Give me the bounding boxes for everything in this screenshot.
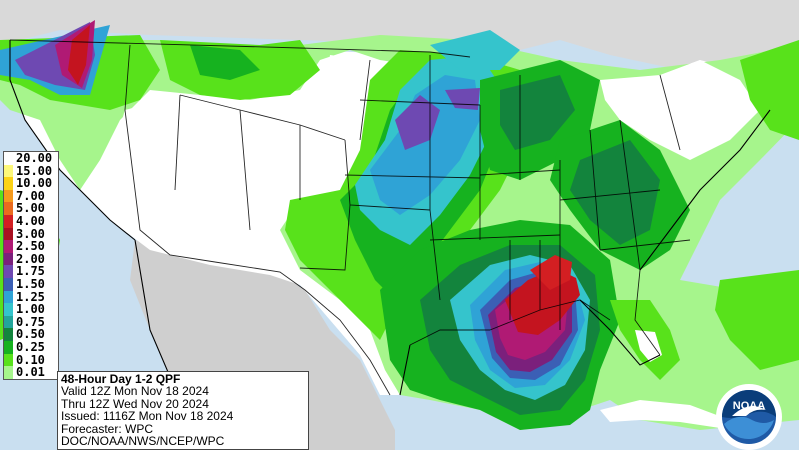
legend-row: 1.00 (4, 303, 58, 316)
legend-swatch (4, 240, 13, 253)
legend-label: 0.25 (16, 340, 45, 354)
legend-swatch (4, 353, 13, 367)
legend-row: 4.00 (4, 215, 58, 228)
legend-row: 3.00 (4, 226, 58, 241)
legend-label: 0.50 (16, 327, 45, 342)
legend-row: 0.01 (4, 366, 58, 379)
legend-swatch (4, 265, 13, 278)
legend-label: 1.75 (16, 264, 45, 279)
legend-label: 1.50 (16, 277, 45, 292)
legend-label: 10.00 (16, 176, 53, 191)
legend-label: 20.00 (16, 151, 53, 166)
dry-northeast (600, 60, 760, 160)
legend-label: 0.75 (16, 314, 45, 329)
forecast-title: 48-Hour Day 1-2 QPF (61, 372, 181, 386)
forecast-info-box: 48-Hour Day 1-2 QPF Valid 12Z Mon Nov 18… (57, 371, 309, 450)
precip-plains-purple (395, 95, 440, 150)
legend-swatch (4, 303, 13, 316)
legend-row: 2.00 (4, 251, 58, 266)
legend-label: 0.10 (16, 352, 45, 367)
florida-land (635, 330, 662, 362)
legend-row: 5.00 (4, 202, 58, 215)
cuba-land (600, 400, 730, 428)
legend-label: 7.00 (16, 188, 45, 203)
legend-swatch (4, 227, 13, 241)
legend-row: 20.00 (4, 152, 58, 165)
precip-pacific-nw-red (68, 25, 90, 85)
precip-rockies-dark (190, 45, 260, 80)
precip-south-red2 (530, 255, 572, 290)
legend-row: 0.75 (4, 314, 58, 329)
legend-row: 15.00 (4, 163, 58, 178)
legend-label: 4.00 (16, 214, 45, 229)
legend-swatch (4, 177, 13, 190)
legend-label: 15.00 (16, 163, 53, 178)
legend-label: 5.00 (16, 201, 45, 216)
legend-row: 7.00 (4, 188, 58, 203)
legend-swatch (4, 214, 13, 228)
canada-land (0, 0, 799, 70)
legend-swatch (4, 366, 13, 379)
state-borders (9, 39, 691, 396)
precip-midwest-cyan (430, 30, 520, 70)
forecaster: Forecaster: WPC (61, 421, 154, 436)
precip-midwest-teal (500, 75, 575, 150)
legend-swatch (4, 315, 13, 329)
legend-swatch (4, 290, 13, 304)
noaa-logo-text: NOAA (733, 400, 765, 412)
noaa-seal-icon: NOAA (720, 388, 778, 446)
legend-swatch (4, 189, 13, 203)
legend-row: 0.10 (4, 352, 58, 367)
legend-swatch (4, 252, 13, 266)
legend-row: 10.00 (4, 177, 58, 190)
thru-time: Thru 12Z Wed Nov 20 2024 (61, 396, 209, 411)
noaa-logo: NOAA (718, 386, 780, 448)
precip-legend: 20.00 15.00 10.00 7.00 5.00 4.00 3.00 2.50 2.00 1… (3, 151, 59, 380)
agency: DOC/NOAA/NWS/NCEP/WPC (61, 434, 225, 449)
valid-time: Valid 12Z Mon Nov 18 2024 (61, 384, 209, 399)
precip-south-red (505, 268, 580, 335)
legend-row: 0.25 (4, 341, 58, 354)
precip-atlantic (715, 270, 799, 370)
dry-utah (325, 55, 375, 120)
legend-label: 1.00 (16, 302, 45, 317)
legend-swatch (4, 328, 13, 341)
precip-east-teal (570, 140, 660, 245)
legend-swatch (4, 202, 13, 215)
precip-atlantic-ne (740, 40, 799, 140)
legend-row: 1.25 (4, 289, 58, 304)
legend-swatch (4, 340, 13, 354)
legend-label: 0.01 (16, 365, 45, 380)
legend-label: 3.00 (16, 226, 45, 241)
legend-swatch (4, 152, 13, 165)
legend-row: 1.50 (4, 278, 58, 291)
legend-row: 0.50 (4, 328, 58, 341)
precip-plains-blue (370, 75, 480, 215)
legend-swatch (4, 164, 13, 178)
legend-row: 1.75 (4, 265, 58, 278)
dry-west (110, 95, 345, 262)
legend-row: 2.50 (4, 240, 58, 253)
legend-swatch (4, 277, 13, 291)
issued-time: Issued: 1116Z Mon Nov 18 2024 (61, 409, 234, 424)
legend-label: 1.25 (16, 289, 45, 304)
legend-label: 2.00 (16, 251, 45, 266)
legend-label: 2.50 (16, 239, 45, 254)
